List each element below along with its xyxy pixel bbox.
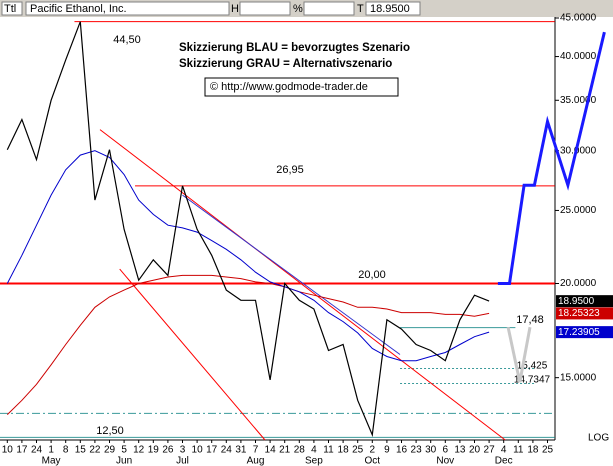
price-tag-label: 17.23905 <box>558 327 600 338</box>
header-box <box>1 1 23 16</box>
header-text: T <box>357 3 364 15</box>
x-tick-label: 29 <box>104 445 116 456</box>
trend-line <box>506 326 532 383</box>
month-label: Nov <box>436 456 454 466</box>
x-tick-label: 3 <box>180 445 186 456</box>
level-label: 20,00 <box>358 269 386 281</box>
header-text: 18.9500 <box>370 3 410 15</box>
trend-line <box>182 194 401 355</box>
header-text: % <box>293 3 303 15</box>
x-tick-label: 4 <box>311 445 317 456</box>
month-label: Aug <box>247 456 265 466</box>
x-tick-label: 18 <box>338 445 350 456</box>
x-tick-label: 28 <box>294 445 306 456</box>
x-tick-label: 15 <box>75 445 87 456</box>
x-tick-label: 17 <box>206 445 218 456</box>
x-tick-label: 20 <box>469 445 481 456</box>
trend-line <box>497 31 606 285</box>
trend-line <box>99 129 506 441</box>
month-label: Dec <box>495 456 513 466</box>
header-box <box>303 1 355 16</box>
annotation: Skizzierung GRAU = Alternativszenario <box>179 58 392 70</box>
annotation: Skizzierung BLAU = bevorzugtes Szenario <box>179 42 410 54</box>
x-tick-label: 13 <box>454 445 466 456</box>
level-label: 26,95 <box>276 164 304 176</box>
annotation: © http://www.godmode-trader.de <box>210 81 368 93</box>
x-tick-label: 8 <box>63 445 69 456</box>
price-tag <box>556 307 613 320</box>
x-tick-label: 31 <box>235 445 247 456</box>
x-tick-label: 10 <box>192 445 204 456</box>
x-tick-label: 19 <box>148 445 160 456</box>
header-text: Pacific Ethanol, Inc. <box>30 3 127 15</box>
x-tick-label: 1 <box>48 445 54 456</box>
level-label: 14,7347 <box>514 375 551 386</box>
price-line <box>6 21 490 438</box>
header-box <box>25 1 230 16</box>
y-tick-label: 15.0000 <box>560 372 597 383</box>
x-tick-label: 24 <box>31 445 43 456</box>
x-tick-label: 9 <box>384 445 390 456</box>
x-tick-label: 26 <box>162 445 174 456</box>
x-tick-label: 14 <box>265 445 277 456</box>
scale-label: LOG <box>588 433 609 444</box>
month-label: May <box>42 456 61 466</box>
price-tag-label: 18.25323 <box>558 308 600 319</box>
y-tick-label: 45.0000 <box>560 13 597 24</box>
y-tick-label: 20.0000 <box>560 278 597 289</box>
annotation-box <box>176 38 419 74</box>
annotation-box <box>204 77 399 97</box>
x-tick-label: 22 <box>89 445 101 456</box>
x-tick-label: 6 <box>443 445 449 456</box>
x-tick-label: 7 <box>253 445 259 456</box>
x-tick-label: 25 <box>352 445 364 456</box>
x-tick-label: 10 <box>2 445 14 456</box>
y-tick-label: 30.0000 <box>560 145 597 156</box>
level-label: 17,48 <box>516 314 544 326</box>
level-label: 12,50 <box>96 425 124 437</box>
x-tick-label: 16 <box>396 445 408 456</box>
level-label: 44,50 <box>113 34 141 46</box>
header-box <box>239 1 291 16</box>
x-tick-label: 11 <box>513 445 524 456</box>
x-tick-label: 25 <box>542 445 554 456</box>
month-label: Sep <box>305 456 323 466</box>
x-tick-label: 4 <box>501 445 507 456</box>
x-tick-label: 2 <box>370 445 376 456</box>
x-tick-label: 23 <box>411 445 423 456</box>
price-line <box>6 274 490 415</box>
header-text: Ttl <box>4 3 16 15</box>
x-tick-label: 30 <box>425 445 437 456</box>
trend-line <box>119 268 266 441</box>
x-tick-label: 21 <box>279 445 291 456</box>
price-line <box>6 150 490 362</box>
y-tick-label: 40.0000 <box>560 51 597 62</box>
x-tick-label: 18 <box>527 445 539 456</box>
month-label: Jun <box>116 456 132 466</box>
y-tick-label: 35.0000 <box>560 95 597 106</box>
header-box <box>365 1 421 16</box>
price-tag <box>556 295 613 308</box>
price-tag-label: 18.9500 <box>558 296 595 307</box>
level-label: 15,425 <box>517 361 548 372</box>
x-tick-label: 24 <box>221 445 233 456</box>
x-tick-label: 12 <box>133 445 145 456</box>
x-tick-label: 11 <box>323 445 334 456</box>
x-tick-label: 27 <box>484 445 496 456</box>
x-tick-label: 5 <box>121 445 127 456</box>
header-text: H <box>231 3 239 15</box>
price-tag <box>556 326 613 339</box>
x-tick-label: 17 <box>16 445 28 456</box>
month-label: Oct <box>365 456 381 466</box>
month-label: Jul <box>176 456 189 466</box>
y-tick-label: 25.0000 <box>560 205 597 216</box>
